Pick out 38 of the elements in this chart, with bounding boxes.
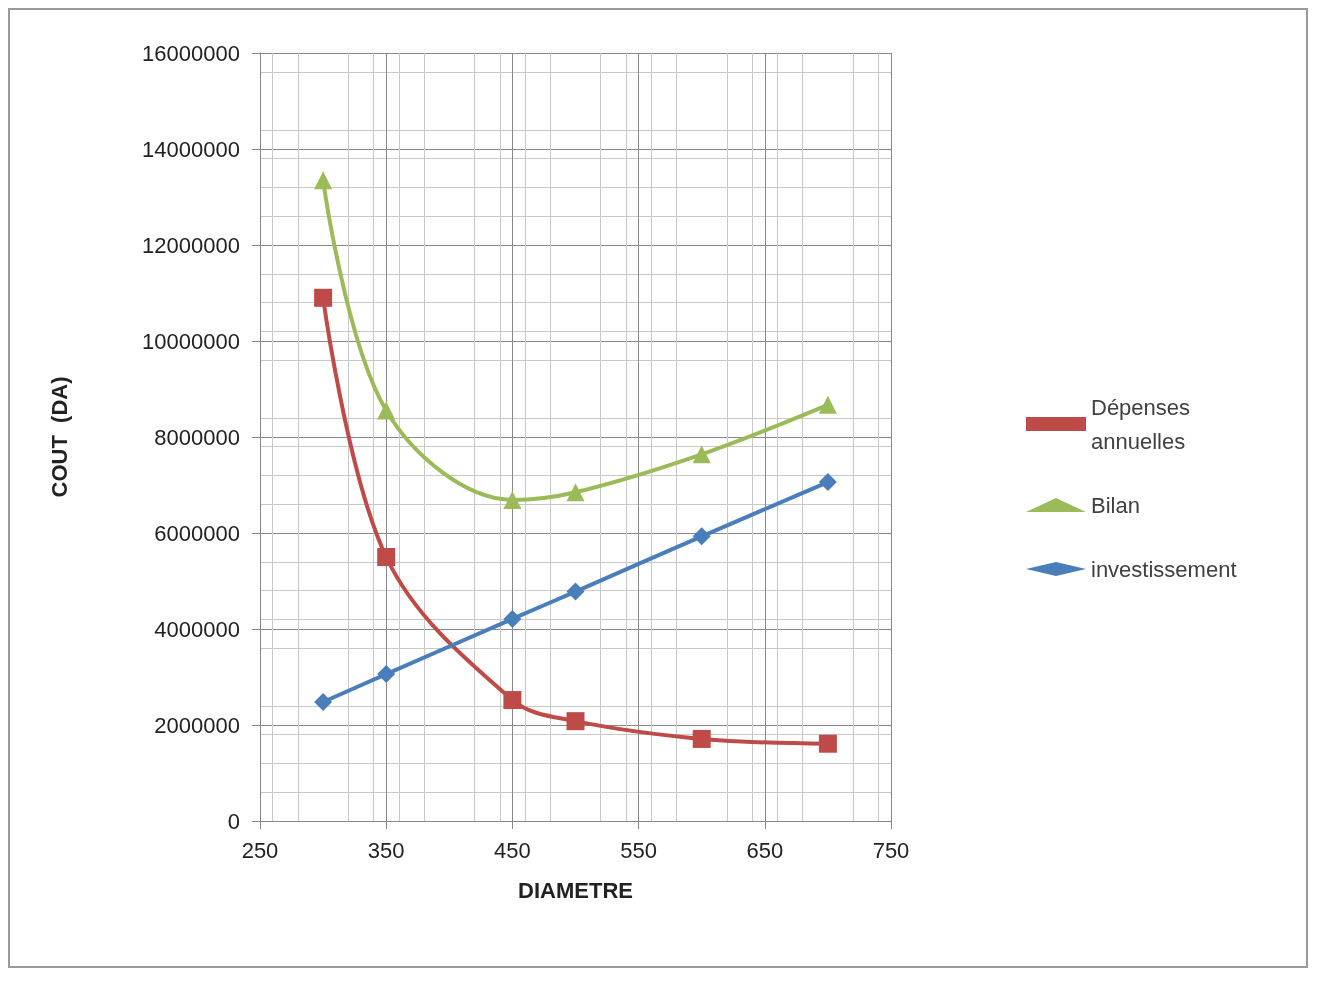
legend-label: investissement (1091, 556, 1237, 582)
point (692, 445, 711, 464)
y-tick-label: 2000000 (154, 712, 240, 738)
point (503, 490, 522, 509)
point (818, 734, 837, 753)
point (566, 582, 585, 601)
x-tick-label: 750 (872, 837, 910, 863)
x-tick-label: 350 (367, 837, 405, 863)
y-tick-label: 16000000 (142, 40, 240, 66)
legend-label: Bilan (1091, 492, 1140, 518)
x-tick-label: 450 (494, 837, 531, 863)
point (503, 609, 522, 628)
point (818, 473, 837, 492)
point (314, 692, 333, 711)
y-tick-label: 14000000 (142, 136, 240, 162)
point (377, 548, 396, 566)
y-tick-label: 6000000 (154, 520, 240, 546)
point (692, 527, 711, 546)
legend-label: Dépenses annuelles (1091, 394, 1197, 454)
x-tick-label: 650 (746, 837, 784, 863)
point (503, 691, 522, 710)
point (818, 395, 837, 414)
y-tick-label: 8000000 (154, 424, 240, 450)
point (314, 288, 333, 307)
y-axis-title: COUT (DA) (46, 376, 72, 498)
y-tick-label: 0 (227, 808, 240, 834)
y-tick-label: 12000000 (142, 232, 240, 258)
y-tick-label: 10000000 (142, 328, 240, 354)
point (314, 171, 333, 190)
y-tick-label: 4000000 (154, 616, 240, 642)
point (566, 483, 585, 502)
point (377, 401, 396, 420)
point (377, 665, 396, 684)
point (566, 712, 585, 731)
x-tick-label: 250 (241, 837, 279, 863)
x-tick-label: 550 (620, 837, 657, 863)
x-axis-title: DIAMETRE (518, 877, 633, 903)
point (692, 729, 711, 748)
